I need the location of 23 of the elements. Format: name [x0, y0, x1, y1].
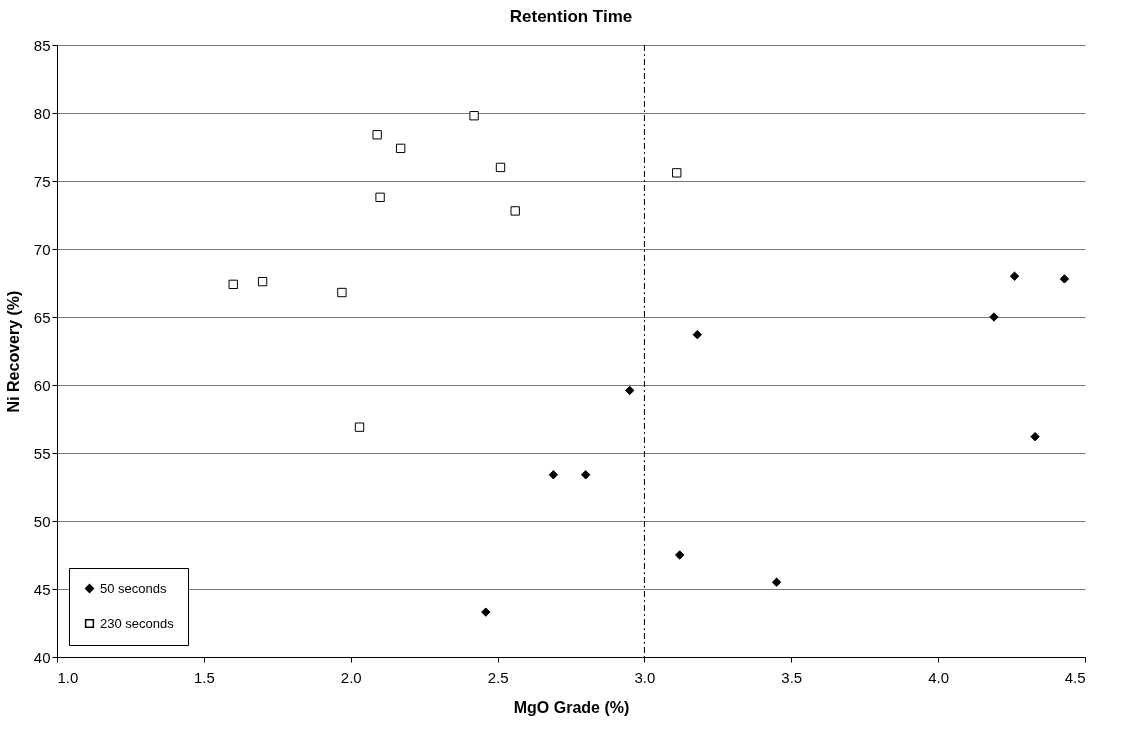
x-axis-title: MgO Grade (%) — [513, 698, 630, 716]
legend-label: 230 seconds — [100, 615, 175, 631]
x-tick-label: 4.5 — [1064, 668, 1086, 686]
y-tick-label: 50 — [33, 512, 51, 530]
y-tick-label: 40 — [33, 648, 51, 666]
y-tick-label: 75 — [33, 172, 51, 190]
x-tick-label: 2.5 — [487, 668, 509, 686]
x-tick-label: 4.0 — [928, 668, 950, 686]
chart-title: Retention Time — [509, 7, 633, 26]
y-axis-title: Ni Recovery (%) — [4, 290, 22, 413]
y-tick-label: 60 — [33, 376, 51, 394]
y-tick-label: 80 — [33, 104, 51, 122]
y-tick-label: 70 — [33, 240, 51, 258]
x-tick-label: 2.0 — [340, 668, 362, 686]
legend-label: 50 seconds — [100, 580, 167, 596]
x-tick-label: 1.5 — [193, 668, 215, 686]
y-tick-label: 65 — [33, 308, 51, 326]
y-tick-label: 45 — [33, 580, 51, 598]
x-tick-label: 3.0 — [634, 668, 656, 686]
y-tick-label: 85 — [33, 36, 51, 54]
x-tick-label: 1.0 — [57, 668, 79, 686]
y-tick-label: 55 — [33, 444, 51, 462]
x-tick-label: 3.5 — [781, 668, 803, 686]
